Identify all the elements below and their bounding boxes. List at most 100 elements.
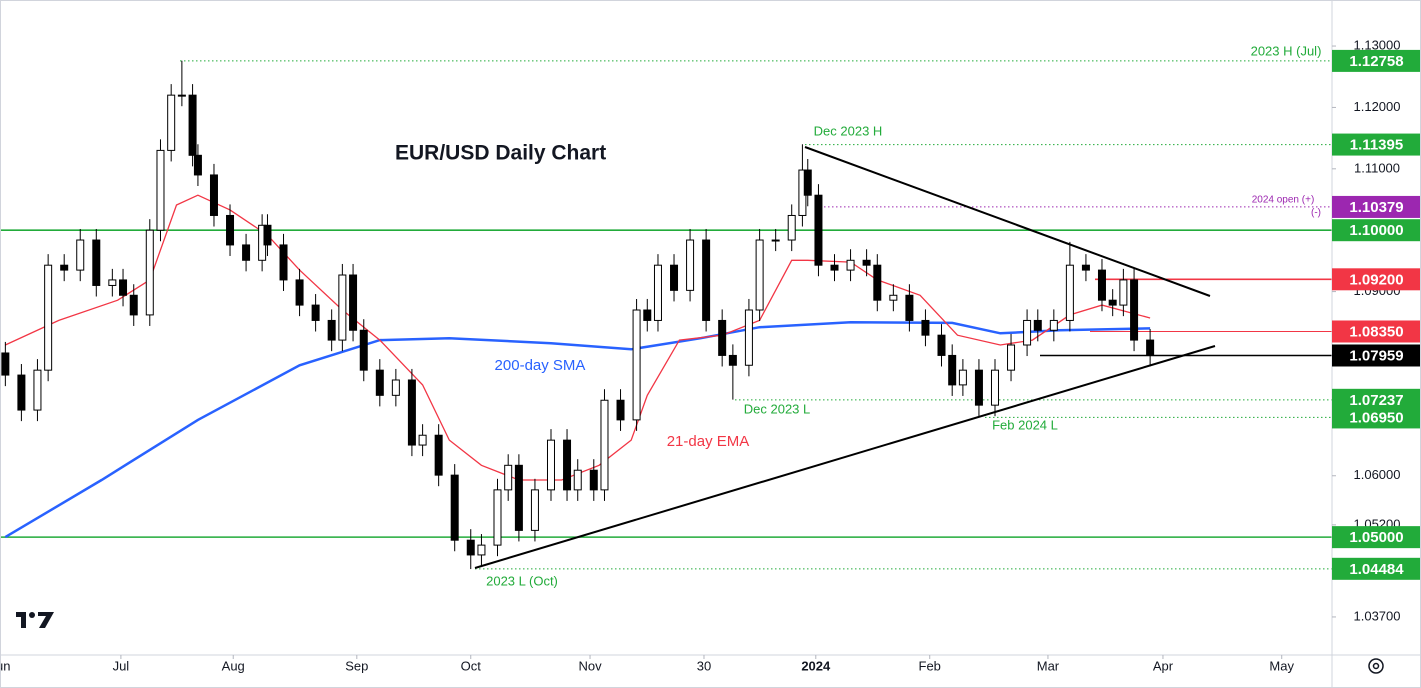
x-tick-label: Feb <box>919 658 941 673</box>
price-label: 1.08350 <box>1349 323 1403 340</box>
candle-body <box>573 469 582 491</box>
candle-body <box>188 94 197 156</box>
candle-body <box>643 309 652 321</box>
candle-body <box>546 439 555 491</box>
chart-title: EUR/USD Daily Chart <box>395 142 606 165</box>
trendline-lower <box>474 345 1216 569</box>
candle-body <box>600 399 609 491</box>
candle-body <box>493 489 502 546</box>
price-label: 1.07959 <box>1349 347 1403 364</box>
candle-body <box>33 369 42 411</box>
candle-body <box>771 239 780 242</box>
candle-body <box>145 229 154 316</box>
candle-body <box>889 294 898 301</box>
candle-body <box>418 434 427 446</box>
candle-body <box>193 154 202 176</box>
candle-body <box>616 399 625 421</box>
candle-body <box>1108 299 1117 306</box>
candle-body <box>391 379 400 396</box>
candle-body <box>242 244 251 261</box>
candle-body <box>17 374 26 411</box>
x-tick-label: Jun <box>0 658 10 673</box>
annotation: Dec 2023 L <box>744 401 811 416</box>
price-label-box <box>1332 219 1421 242</box>
price-label-box <box>1332 268 1421 291</box>
price-labels: 1.12758 1.11395 1.10379 1.10000 1.09200 1.083… <box>1332 49 1421 580</box>
candle-body <box>263 224 272 246</box>
candle-body <box>349 274 358 331</box>
candle-body <box>937 334 946 356</box>
candle-body <box>974 369 983 406</box>
price-label: 1.09200 <box>1349 271 1403 288</box>
candle-body <box>119 279 128 296</box>
candle-body <box>76 239 85 271</box>
price-label-box <box>1332 133 1421 156</box>
candle-body <box>156 149 165 231</box>
candle-body <box>744 309 753 366</box>
candle-body <box>407 379 416 446</box>
settings-icon-center[interactable] <box>1372 662 1380 670</box>
annotation: Feb 2024 L <box>992 417 1058 432</box>
candle-body <box>1119 279 1128 306</box>
x-tick-label: Nov <box>578 658 602 673</box>
settings-button[interactable] <box>1368 658 1384 674</box>
candle-body <box>92 239 101 286</box>
annotation: 2023 H (Jul) <box>1251 43 1322 58</box>
annotations: 200-day SMA 21-day EMA 2023 H (Jul) Dec 202… <box>486 43 1321 588</box>
x-tick-label: Apr <box>1153 658 1174 673</box>
price-label-box <box>1332 388 1421 411</box>
candle-body <box>787 214 796 241</box>
candle-body <box>338 274 347 341</box>
line-label: 200-day SMA <box>495 357 586 374</box>
candle-body <box>60 264 69 271</box>
price-label-box <box>1332 406 1421 429</box>
candle-body <box>477 544 486 556</box>
candle-body <box>1007 344 1016 371</box>
candle-body <box>1033 319 1042 331</box>
candle-body <box>1065 264 1074 321</box>
candle-body <box>311 304 320 321</box>
logo-part <box>38 612 54 628</box>
candle-body <box>728 354 737 366</box>
price-label: 1.05000 <box>1349 529 1403 546</box>
candle-body <box>702 239 711 321</box>
candle-body <box>1049 319 1058 331</box>
candle-body <box>686 239 695 291</box>
candle-body <box>1081 264 1090 271</box>
candle-body <box>948 354 957 386</box>
price-label: 1.10379 <box>1349 199 1403 216</box>
candle-body <box>530 489 539 531</box>
annotation: (-) <box>1311 208 1321 219</box>
candle-body <box>209 174 218 216</box>
moving-average <box>5 194 1151 481</box>
candle-body <box>632 309 641 421</box>
price-label: 1.10000 <box>1349 222 1403 239</box>
candle-body <box>755 239 764 311</box>
candle-body <box>226 214 235 246</box>
annotation: 2024 open (+) <box>1252 195 1315 206</box>
x-tick-label: Sep <box>345 658 368 673</box>
candle-body <box>873 264 882 301</box>
candle-body <box>434 434 443 476</box>
candle-body <box>589 469 598 491</box>
y-tick-label: 1.03700 <box>1354 608 1401 623</box>
candle-body <box>653 264 662 321</box>
candle-body <box>129 294 138 316</box>
candle-body <box>514 464 523 531</box>
settings-icon[interactable] <box>1368 658 1384 674</box>
price-label: 1.04484 <box>1349 561 1404 578</box>
price-label-box <box>1332 49 1421 72</box>
annotation: Dec 2023 H <box>814 123 883 138</box>
candles <box>1 60 1155 570</box>
candle-body <box>1 352 10 376</box>
candle-body <box>990 369 999 406</box>
candle-body <box>670 264 679 291</box>
candle-body <box>1130 279 1139 341</box>
candle-body <box>108 279 117 286</box>
price-label-box <box>1332 344 1421 367</box>
candle-body <box>814 194 823 266</box>
candle-body <box>375 369 384 396</box>
